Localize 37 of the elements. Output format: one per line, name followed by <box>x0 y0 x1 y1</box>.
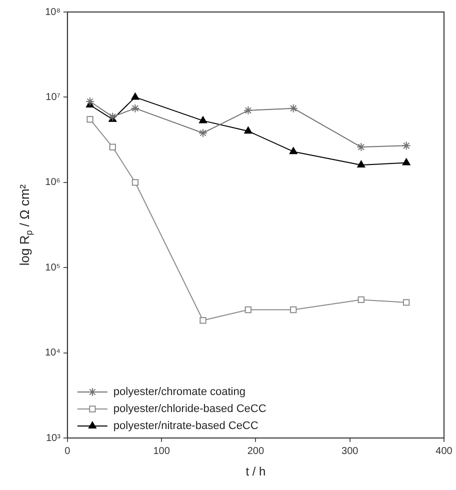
point <box>288 104 298 113</box>
point <box>402 141 411 150</box>
x-tick-label: 200 <box>247 446 264 457</box>
x-tick-label: 400 <box>436 446 453 457</box>
point <box>86 116 94 123</box>
y-axis-title: log Rp / Ω cm² <box>17 184 34 266</box>
point <box>244 106 253 115</box>
x-tick-label: 300 <box>342 446 359 457</box>
y-tick-label: 10⁷ <box>46 92 61 103</box>
point <box>244 126 252 134</box>
x-tick-label: 100 <box>153 446 170 457</box>
point <box>358 296 364 304</box>
point <box>198 128 208 138</box>
point <box>130 104 140 113</box>
legend-label: polyester/nitrate-based CeCC <box>113 420 258 432</box>
point <box>199 116 207 124</box>
point <box>244 306 252 314</box>
point <box>86 97 95 106</box>
point <box>109 144 116 150</box>
y-tick-label: 10³ <box>46 432 62 444</box>
point <box>402 158 410 166</box>
x-tick-label: 0 <box>64 446 71 457</box>
point <box>289 147 298 154</box>
y-tick-label: 10⁵ <box>45 262 60 274</box>
point <box>356 142 366 152</box>
point <box>132 179 139 186</box>
point <box>200 317 206 324</box>
y-tick-label: 10⁸ <box>45 6 60 18</box>
y-tick-label: 10⁶ <box>45 177 60 188</box>
point <box>403 299 410 306</box>
y-tick-label: 10⁴ <box>45 348 60 359</box>
legend-label: polyester/chloride-based CeCC <box>113 403 266 416</box>
x-axis-title: t / h <box>246 464 266 478</box>
point <box>357 160 366 168</box>
legend-label: polyester/chromate coating <box>113 386 246 398</box>
point <box>290 306 297 314</box>
point <box>131 92 140 100</box>
